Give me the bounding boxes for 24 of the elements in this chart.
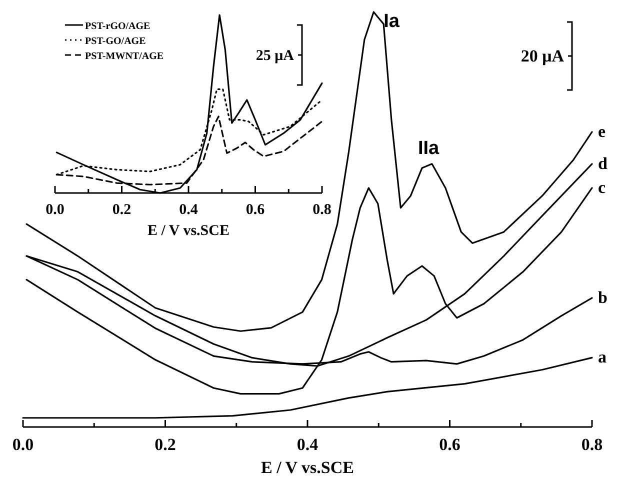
series-label: d [598,154,608,173]
x-tick-label: 0.0 [46,202,64,218]
x-tick-label: 0.6 [246,202,266,218]
x-axis-title: E / V vs.SCE [261,458,354,477]
legend-label: PST-GO/AGE [85,36,146,47]
x-tick-label: 0.4 [179,202,198,218]
x-tick-label: 0.2 [154,435,176,454]
annotation: Ia [384,11,400,32]
annotation: IIa [418,138,440,159]
x-axis-title: E / V vs.SCE [148,223,230,239]
legend-label: PST-MWNT/AGE [85,51,164,62]
series-label: b [598,288,608,307]
x-tick-label: 0.6 [439,435,460,454]
x-tick-label: 0.0 [12,435,34,454]
series-label: c [598,178,606,197]
annotation: 20 μA [520,46,565,66]
annotation: 25 μA [256,48,294,64]
series-label: a [598,348,607,367]
x-tick-label: 0.2 [112,202,132,218]
x-tick-label: 0.4 [296,435,319,454]
series-label: e [598,122,606,141]
legend-label: PST-rGO/AGE [85,21,151,32]
x-tick-label: 0.8 [581,435,603,454]
x-tick-label: 0.8 [312,202,332,218]
